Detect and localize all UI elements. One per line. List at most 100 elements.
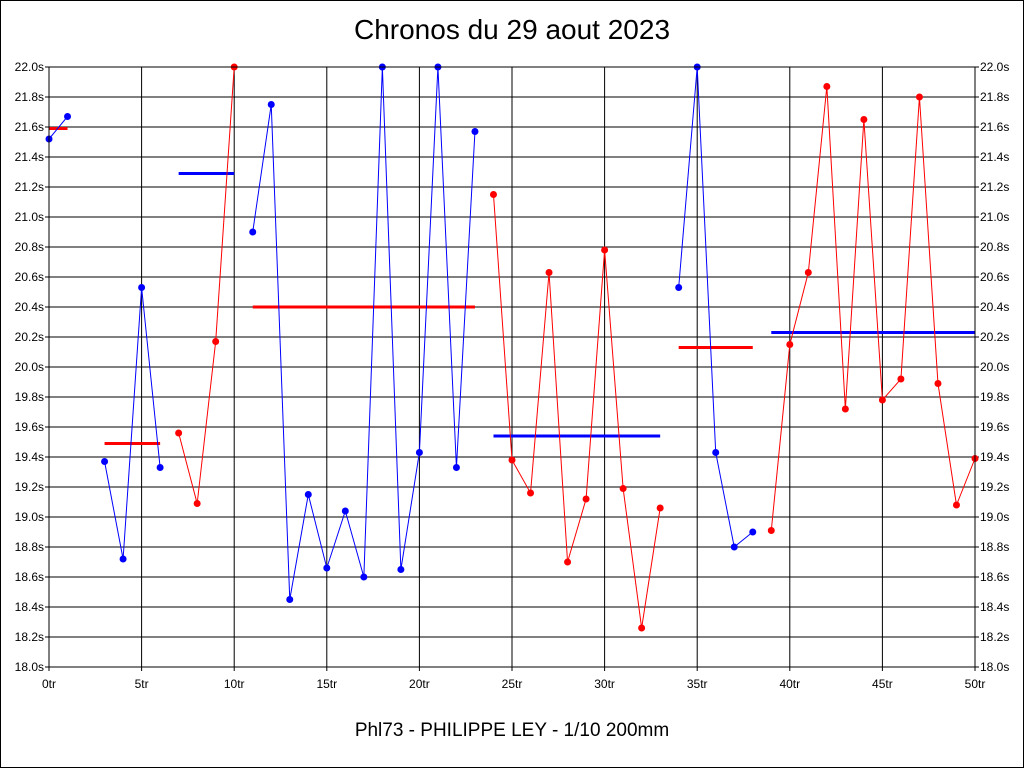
y-tick-label-left: 19.4s [15,450,44,464]
data-point [675,284,683,291]
x-tick-label: 50tr [965,677,986,691]
y-tick-label-right: 19.0s [980,510,1009,524]
y-tick-label-right: 21.4s [980,150,1009,164]
data-point [471,128,479,135]
data-point [212,338,220,345]
y-tick-label-right: 19.8s [980,390,1009,404]
data-point [304,491,312,498]
y-tick-label-left: 18.2s [15,630,44,644]
y-tick-label-left: 20.8s [15,240,44,254]
data-point [619,485,627,492]
x-tick-label: 15tr [316,677,337,691]
data-point [952,501,960,509]
x-tick-label: 45tr [872,677,893,691]
x-tick-label: 20tr [409,677,430,691]
x-tick-label: 25tr [502,677,523,691]
chart-subtitle: Phl73 - PHILIPPE LEY - 1/10 200mm [354,720,670,741]
y-tick-label-left: 21.2s [15,180,44,194]
data-point [138,284,146,291]
data-point [804,269,812,276]
y-tick-label-right: 20.6s [980,270,1009,284]
data-point [267,101,275,108]
y-tick-label-left: 19.8s [15,390,44,404]
data-point [841,405,849,413]
data-point [934,380,942,387]
series-line [48,116,68,140]
y-tick-label-right: 20.8s [980,240,1009,254]
y-tick-label-right: 18.6s [980,570,1009,584]
data-point [415,449,423,456]
y-tick-label-left: 18.0s [15,660,44,674]
data-point [64,113,72,120]
y-tick-label-right: 20.2s [980,330,1009,344]
data-point [545,269,553,276]
y-tick-label-left: 21.8s [15,90,44,104]
data-point [860,116,868,123]
y-tick-label-left: 19.0s [15,510,44,524]
data-point [730,543,738,551]
data-point [915,93,923,101]
data-point [175,429,183,437]
chart-title: Chronos du 29 aout 2023 [353,14,671,45]
x-tick-label: 0tr [42,677,56,691]
y-tick-label-right: 18.4s [980,600,1009,614]
series-line [104,287,161,560]
data-point [323,564,331,572]
y-tick-label-left: 20.6s [15,270,44,284]
data-point [638,624,646,632]
data-point [508,456,516,464]
y-tick-label-right: 21.0s [980,210,1009,224]
data-point [823,83,831,90]
tick-labels: 18.0s 18.0s 18.2s 18.2s 18.4s 18.4s 18.6s 18.6s… [15,60,1010,691]
data-point [582,495,590,503]
y-tick-label-left: 21.4s [15,150,44,164]
y-tick-label-left: 18.4s [15,600,44,614]
x-tick-label: 5tr [135,677,149,691]
y-tick-label-right: 18.0s [980,660,1009,674]
data-point [489,191,497,198]
average-lines [49,127,975,445]
data-point [749,528,757,536]
y-tick-label-right: 18.8s [980,540,1009,554]
series-line [252,66,476,600]
y-tick-label-right: 19.2s [980,480,1009,494]
grid [45,66,979,671]
data-point [601,246,609,254]
series-line [178,66,235,504]
data-point [286,596,294,603]
x-tick-label: 40tr [779,677,800,691]
data-point [101,458,109,465]
data-point [527,489,535,497]
data-point [397,566,405,573]
data-point [878,396,886,404]
data-point [452,464,460,471]
y-tick-label-left: 22.0s [15,60,44,74]
y-tick-label-left: 19.2s [15,480,44,494]
data-point [564,558,572,566]
data-point [786,341,794,348]
data-point [119,555,127,563]
data-point [341,507,349,515]
plot-border [48,66,976,668]
y-tick-label-right: 21.6s [980,120,1009,134]
y-tick-label-left: 20.2s [15,330,44,344]
y-tick-label-right: 20.4s [980,300,1009,314]
y-tick-label-right: 19.6s [980,420,1009,434]
y-tick-label-left: 18.8s [15,540,44,554]
data-point [193,500,201,507]
x-tick-label: 35tr [687,677,708,691]
series-line [770,86,976,531]
y-tick-label-right: 22.0s [980,60,1009,74]
data-point [712,449,720,456]
y-tick-label-right: 19.4s [980,450,1009,464]
y-tick-label-left: 20.0s [15,360,44,374]
data-point [767,527,775,534]
data-point [656,504,664,512]
y-tick-label-left: 21.0s [15,210,44,224]
data-point [249,228,257,236]
y-tick-label-left: 20.4s [15,300,44,314]
data-point [156,464,164,471]
y-tick-label-right: 21.8s [980,90,1009,104]
y-tick-label-left: 19.6s [15,420,44,434]
